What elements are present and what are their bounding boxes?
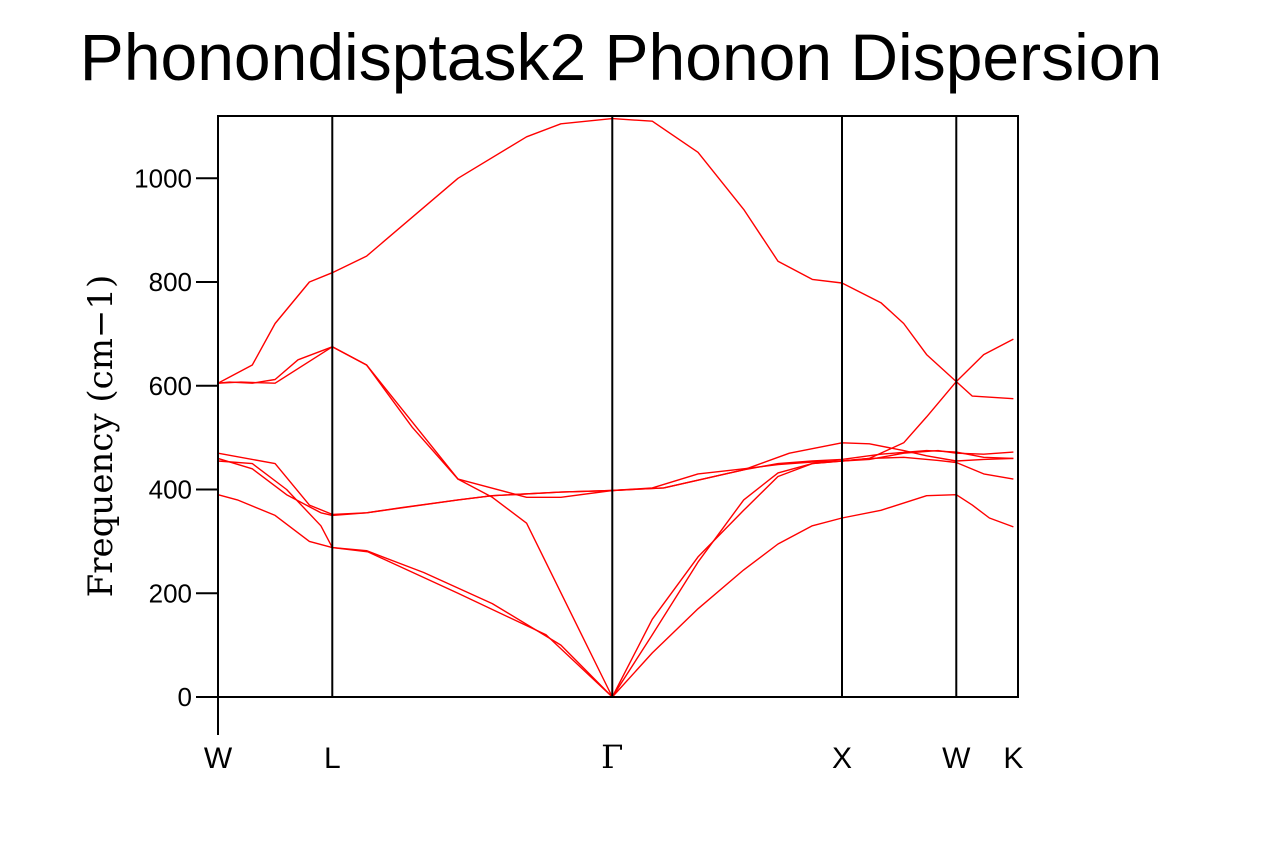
x-tick-label: Γ [601, 738, 623, 776]
plot-frame [217, 115, 1019, 698]
y-tick-label: 600 [149, 371, 192, 401]
x-tick-label: K [1003, 742, 1023, 775]
y-tick-label: 800 [149, 267, 192, 297]
band-line-5 [217, 346, 1014, 698]
band-line-7 [217, 338, 1014, 498]
y-tick-label: 200 [149, 578, 192, 608]
series-layer [217, 117, 1014, 698]
band-line-2 [217, 456, 1014, 698]
band-line-1 [217, 494, 1014, 698]
x-tick-label: W [942, 742, 971, 775]
band-line-4 [217, 449, 1014, 516]
x-tick-label: L [324, 742, 341, 775]
x-tick-label: W [204, 742, 233, 775]
y-tick-label: 1000 [134, 163, 192, 193]
y-axis-label: Frequency (cm−1) [81, 275, 121, 598]
y-tick-label: 400 [149, 475, 192, 505]
y-axis: 0 200 400 600 800 1000 [134, 163, 219, 735]
plot-border [217, 115, 1019, 698]
chart-title: Phonondisptask2 Phonon Dispersion [80, 20, 1162, 94]
band-line-6 [217, 117, 1014, 400]
y-tick-label: 0 [178, 682, 192, 712]
x-tick-label: X [832, 742, 852, 775]
